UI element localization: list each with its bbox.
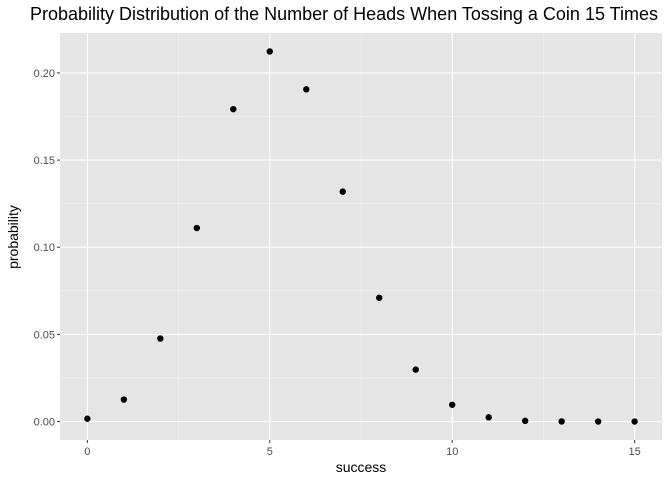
major-gridlines (60, 33, 662, 440)
data-point (339, 188, 346, 195)
x-tick-label: 0 (84, 446, 90, 458)
data-point (266, 48, 273, 55)
data-point (631, 418, 638, 425)
data-point (84, 415, 91, 422)
axis-ticks: 0 5 10 15 0.00 0.05 0.10 0.15 0.20 (34, 68, 641, 458)
y-tick-label: 0.20 (34, 68, 55, 80)
y-tick-label: 0.10 (34, 242, 55, 254)
x-tick-label: 10 (446, 446, 458, 458)
data-point (157, 335, 164, 342)
minor-gridlines (60, 33, 662, 440)
x-tick-label: 15 (629, 446, 641, 458)
y-tick-label: 0.05 (34, 329, 55, 341)
data-point (193, 224, 201, 232)
chart-title: Probability Distribution of the Number o… (30, 4, 658, 24)
data-point (120, 396, 128, 403)
data-point (485, 414, 492, 421)
y-tick-label: 0.00 (34, 417, 55, 429)
data-points (84, 48, 638, 425)
data-point (376, 294, 383, 301)
data-point (594, 418, 602, 425)
data-point (230, 105, 237, 113)
data-point (558, 418, 565, 425)
y-tick-label: 0.15 (34, 155, 55, 167)
data-point (303, 86, 310, 93)
x-axis-label: success (336, 459, 387, 475)
data-point (412, 366, 419, 373)
y-axis-label: probability (5, 205, 21, 269)
data-point (449, 401, 456, 408)
x-tick-label: 5 (267, 446, 273, 458)
data-point (521, 417, 529, 425)
